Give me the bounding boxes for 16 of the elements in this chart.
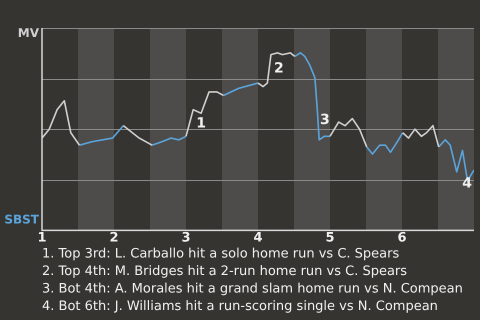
x-tick-label: 5 <box>325 230 335 246</box>
text: 1. Top 3rd: L. Carballo hit a solo home run vs C. Spears <box>42 246 400 262</box>
text: SBST <box>4 212 40 227</box>
annotation: 3 <box>320 112 330 128</box>
x-tick-label: 6 <box>397 230 407 246</box>
text: 3. Bot 4th: A. Morales hit a grand slam home run vs N. Compean <box>42 281 463 296</box>
x-tick-label: 4 <box>253 230 263 246</box>
annotation: 1 <box>196 115 206 132</box>
text: MV <box>18 26 40 40</box>
text: 2. Top 4th: M. Bridges hit a 2-run home run vs C. Spears <box>42 264 408 279</box>
annotation: 4 <box>462 176 472 192</box>
text: 4. Bot 6th: J. Williams hit a run-scoring single vs N. Compean <box>42 298 438 314</box>
x-tick-label: 3 <box>181 230 191 246</box>
x-tick-label: 2 <box>109 230 119 246</box>
x-tick-label: 1 <box>37 230 47 246</box>
annotation: 2 <box>274 60 284 76</box>
